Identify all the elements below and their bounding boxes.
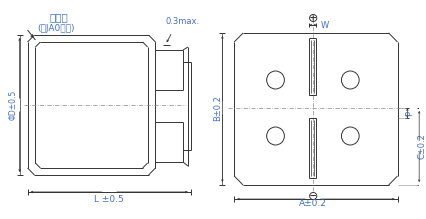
- Text: L ±0.5: L ±0.5: [94, 196, 124, 205]
- Text: ⊕: ⊕: [308, 12, 318, 25]
- Text: 压力阀: 压力阀: [49, 12, 68, 22]
- Text: (只JA0对应): (只JA0对应): [37, 24, 75, 33]
- Text: A±0.2: A±0.2: [299, 200, 327, 208]
- Text: W: W: [320, 21, 328, 30]
- Text: 0.3max.: 0.3max.: [165, 18, 199, 26]
- Text: B±0.2: B±0.2: [213, 95, 222, 121]
- Text: ⊖: ⊖: [308, 191, 318, 203]
- Text: C±0.2: C±0.2: [417, 134, 426, 159]
- Text: P: P: [405, 110, 414, 116]
- Text: ΦD±0.5: ΦD±0.5: [8, 90, 17, 120]
